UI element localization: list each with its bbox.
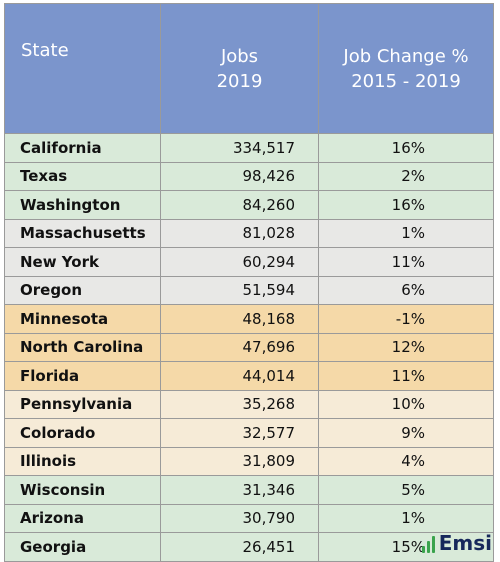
table-row: North Carolina 47,696 12% <box>4 332 494 362</box>
state-cell: Pennsylvania <box>4 389 161 419</box>
table-row: Massachusetts 81,028 1% <box>4 218 494 248</box>
state-cell: Texas <box>4 161 161 191</box>
jobs-table: State Jobs 2019 Job Change % 2015 - 2019… <box>4 3 494 562</box>
job-change-cell: 6% <box>318 275 494 305</box>
jobs-cell: 334,517 <box>160 133 319 163</box>
job-change-cell: 1% <box>318 218 494 248</box>
header-change-line1: Job Change % <box>343 45 469 67</box>
table-row: Washington 84,260 16% <box>4 190 494 220</box>
jobs-cell: 44,014 <box>160 361 319 391</box>
job-change-cell: 11% <box>318 361 494 391</box>
table-row: New York 60,294 11% <box>4 247 494 277</box>
table-row: Florida 44,014 11% <box>4 361 494 391</box>
job-change-cell: 11% <box>318 247 494 277</box>
logo-text: Emsi <box>438 531 492 555</box>
header-jobs: Jobs 2019 <box>160 3 319 134</box>
header-state-label: State <box>21 40 69 61</box>
state-cell: Arizona <box>4 503 161 533</box>
jobs-cell: 81,028 <box>160 218 319 248</box>
job-change-cell: 4% <box>318 446 494 476</box>
jobs-cell: 35,268 <box>160 389 319 419</box>
state-cell: Colorado <box>4 418 161 448</box>
jobs-cell: 32,577 <box>160 418 319 448</box>
table-row: Pennsylvania 35,268 10% <box>4 389 494 419</box>
state-cell: California <box>4 133 161 163</box>
jobs-cell: 31,346 <box>160 475 319 505</box>
job-change-cell: 12% <box>318 332 494 362</box>
state-cell: Wisconsin <box>4 475 161 505</box>
state-cell: Florida <box>4 361 161 391</box>
job-change-cell: 5% <box>318 475 494 505</box>
table-row: Wisconsin 31,346 5% <box>4 475 494 505</box>
jobs-cell: 84,260 <box>160 190 319 220</box>
table-row: Illinois 31,809 4% <box>4 446 494 476</box>
job-change-cell: -1% <box>318 304 494 334</box>
bar-chart-icon <box>421 535 435 553</box>
header-job-change: Job Change % 2015 - 2019 <box>318 3 494 134</box>
jobs-cell: 31,809 <box>160 446 319 476</box>
state-cell: Washington <box>4 190 161 220</box>
header-jobs-line1: Jobs <box>220 45 259 67</box>
table-row: California 334,517 16% <box>4 133 494 163</box>
job-change-cell: 9% <box>318 418 494 448</box>
state-cell: Illinois <box>4 446 161 476</box>
jobs-cell: 30,790 <box>160 503 319 533</box>
state-cell: North Carolina <box>4 332 161 362</box>
job-change-cell: 1% <box>318 503 494 533</box>
header-state: State <box>4 3 161 134</box>
table-row: Minnesota 48,168 -1% <box>4 304 494 334</box>
table-row: Colorado 32,577 9% <box>4 418 494 448</box>
table-header: State Jobs 2019 Job Change % 2015 - 2019 <box>4 3 494 134</box>
emsi-logo: Emsi <box>421 531 492 555</box>
job-change-cell: 10% <box>318 389 494 419</box>
table-body: California 334,517 16% Texas 98,426 2% Washing… <box>4 133 494 562</box>
table-row: Oregon 51,594 6% <box>4 275 494 305</box>
jobs-cell: 51,594 <box>160 275 319 305</box>
job-change-cell: 2% <box>318 161 494 191</box>
job-change-cell: 16% <box>318 190 494 220</box>
table-row: Texas 98,426 2% <box>4 161 494 191</box>
jobs-cell: 60,294 <box>160 247 319 277</box>
state-cell: New York <box>4 247 161 277</box>
table-row: Arizona 30,790 1% <box>4 503 494 533</box>
header-row: State Jobs 2019 Job Change % 2015 - 2019 <box>4 3 494 134</box>
state-cell: Massachusetts <box>4 218 161 248</box>
header-change-line2: 2015 - 2019 <box>351 70 461 92</box>
state-cell: Oregon <box>4 275 161 305</box>
state-cell: Minnesota <box>4 304 161 334</box>
jobs-cell: 48,168 <box>160 304 319 334</box>
header-jobs-line2: 2019 <box>216 70 263 92</box>
jobs-cell: 98,426 <box>160 161 319 191</box>
job-change-cell: 16% <box>318 133 494 163</box>
jobs-cell: 47,696 <box>160 332 319 362</box>
